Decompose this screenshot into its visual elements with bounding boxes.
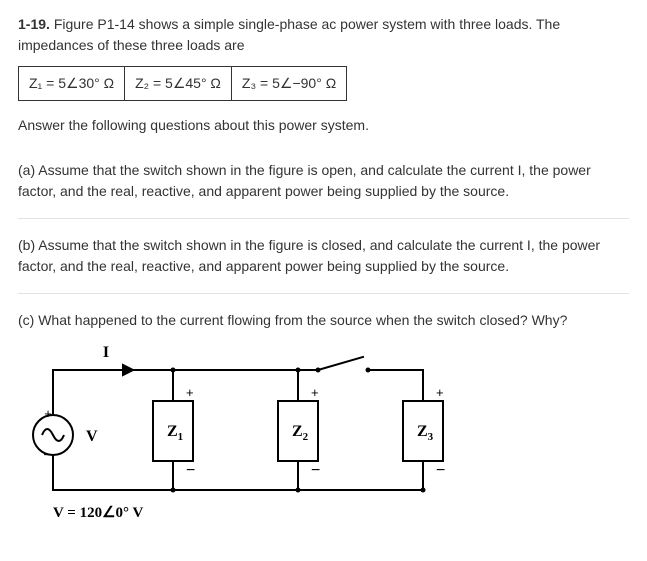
part-b: (b) Assume that the switch shown in the … [18, 225, 629, 294]
problem-intro-text: Figure P1-14 shows a simple single-phase… [18, 16, 560, 53]
z3-plus: + [436, 385, 444, 400]
voltage-label: V [86, 428, 98, 445]
z1-plus: + [186, 385, 194, 400]
problem-number: 1-19. [18, 16, 50, 32]
impedance-z2: Z₂ = 5∠45° Ω [125, 67, 232, 101]
z2-minus: − [311, 462, 320, 479]
table-row: Z₁ = 5∠30° Ω Z₂ = 5∠45° Ω Z₃ = 5∠−90° Ω [19, 67, 347, 101]
source-minus: − [43, 447, 52, 464]
impedance-table: Z₁ = 5∠30° Ω Z₂ = 5∠45° Ω Z₃ = 5∠−90° Ω [18, 66, 347, 101]
z1-minus: − [186, 462, 195, 479]
source-plus: + [44, 406, 52, 421]
impedance-z1: Z₁ = 5∠30° Ω [19, 67, 125, 101]
z2-plus: + [311, 385, 319, 400]
circuit-svg: I + − V + − Z1 + − Z2 + − Z3 [18, 335, 458, 525]
z3-minus: − [436, 462, 445, 479]
question-lead: Answer the following questions about thi… [18, 115, 629, 136]
circuit-diagram: I + − V + − Z1 + − Z2 + − Z3 [18, 335, 629, 525]
part-a: (a) Assume that the switch shown in the … [18, 150, 629, 219]
current-label: I [103, 344, 109, 361]
source-value: V = 120∠0° V [53, 505, 144, 521]
part-c: (c) What happened to the current flowing… [18, 300, 629, 541]
impedance-z3: Z₃ = 5∠−90° Ω [231, 67, 346, 101]
part-c-text: (c) What happened to the current flowing… [18, 310, 629, 331]
problem-intro: 1-19. Figure P1-14 shows a simple single… [18, 14, 629, 56]
ac-source-icon [33, 415, 73, 455]
